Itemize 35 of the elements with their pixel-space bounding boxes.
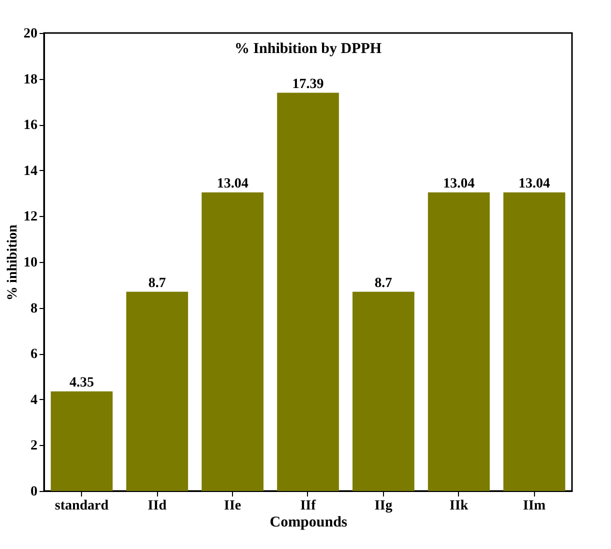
y-tick-label: 0	[30, 484, 38, 500]
x-tick-label: IId	[148, 498, 167, 514]
data-label: 4.35	[69, 375, 94, 390]
bar	[352, 292, 414, 491]
data-label: 13.04	[518, 176, 550, 192]
y-axis-title: % inhibition	[6, 224, 20, 300]
x-tick-label: IIg	[374, 498, 392, 514]
y-tick-label: 20	[24, 26, 38, 42]
bar	[277, 92, 339, 491]
x-tick-label: standard	[54, 498, 109, 514]
x-axis-title: Compounds	[270, 514, 348, 530]
data-label: 17.39	[292, 76, 324, 92]
y-tick-label: 14	[24, 164, 38, 179]
text: % Inhibition by DPPH	[234, 41, 382, 57]
data-label: 8.7	[148, 276, 166, 291]
y-tick-label: 16	[24, 118, 38, 134]
y-tick-label: 10	[24, 256, 38, 270]
data-label: 13.04	[216, 176, 248, 192]
y-tick-label: 4	[30, 392, 38, 408]
data-label: 8.7	[374, 276, 392, 291]
data-label: 13.04	[443, 176, 475, 192]
x-tick-label: IIe	[224, 498, 242, 514]
y-tick-label: 2	[30, 438, 38, 454]
x-tick-label: IIf	[300, 498, 316, 514]
y-tick-label: 12	[24, 210, 38, 225]
y-tick-label: 18	[24, 72, 38, 88]
x-tick-label: IIk	[450, 498, 468, 514]
bar	[503, 192, 566, 491]
x-tick-label: IIm	[523, 498, 546, 514]
bar	[50, 391, 113, 491]
bar	[428, 192, 490, 491]
y-tick-label: 8	[30, 301, 38, 316]
bar	[126, 292, 188, 491]
bar	[202, 192, 264, 491]
y-tick-label: 6	[30, 347, 38, 362]
